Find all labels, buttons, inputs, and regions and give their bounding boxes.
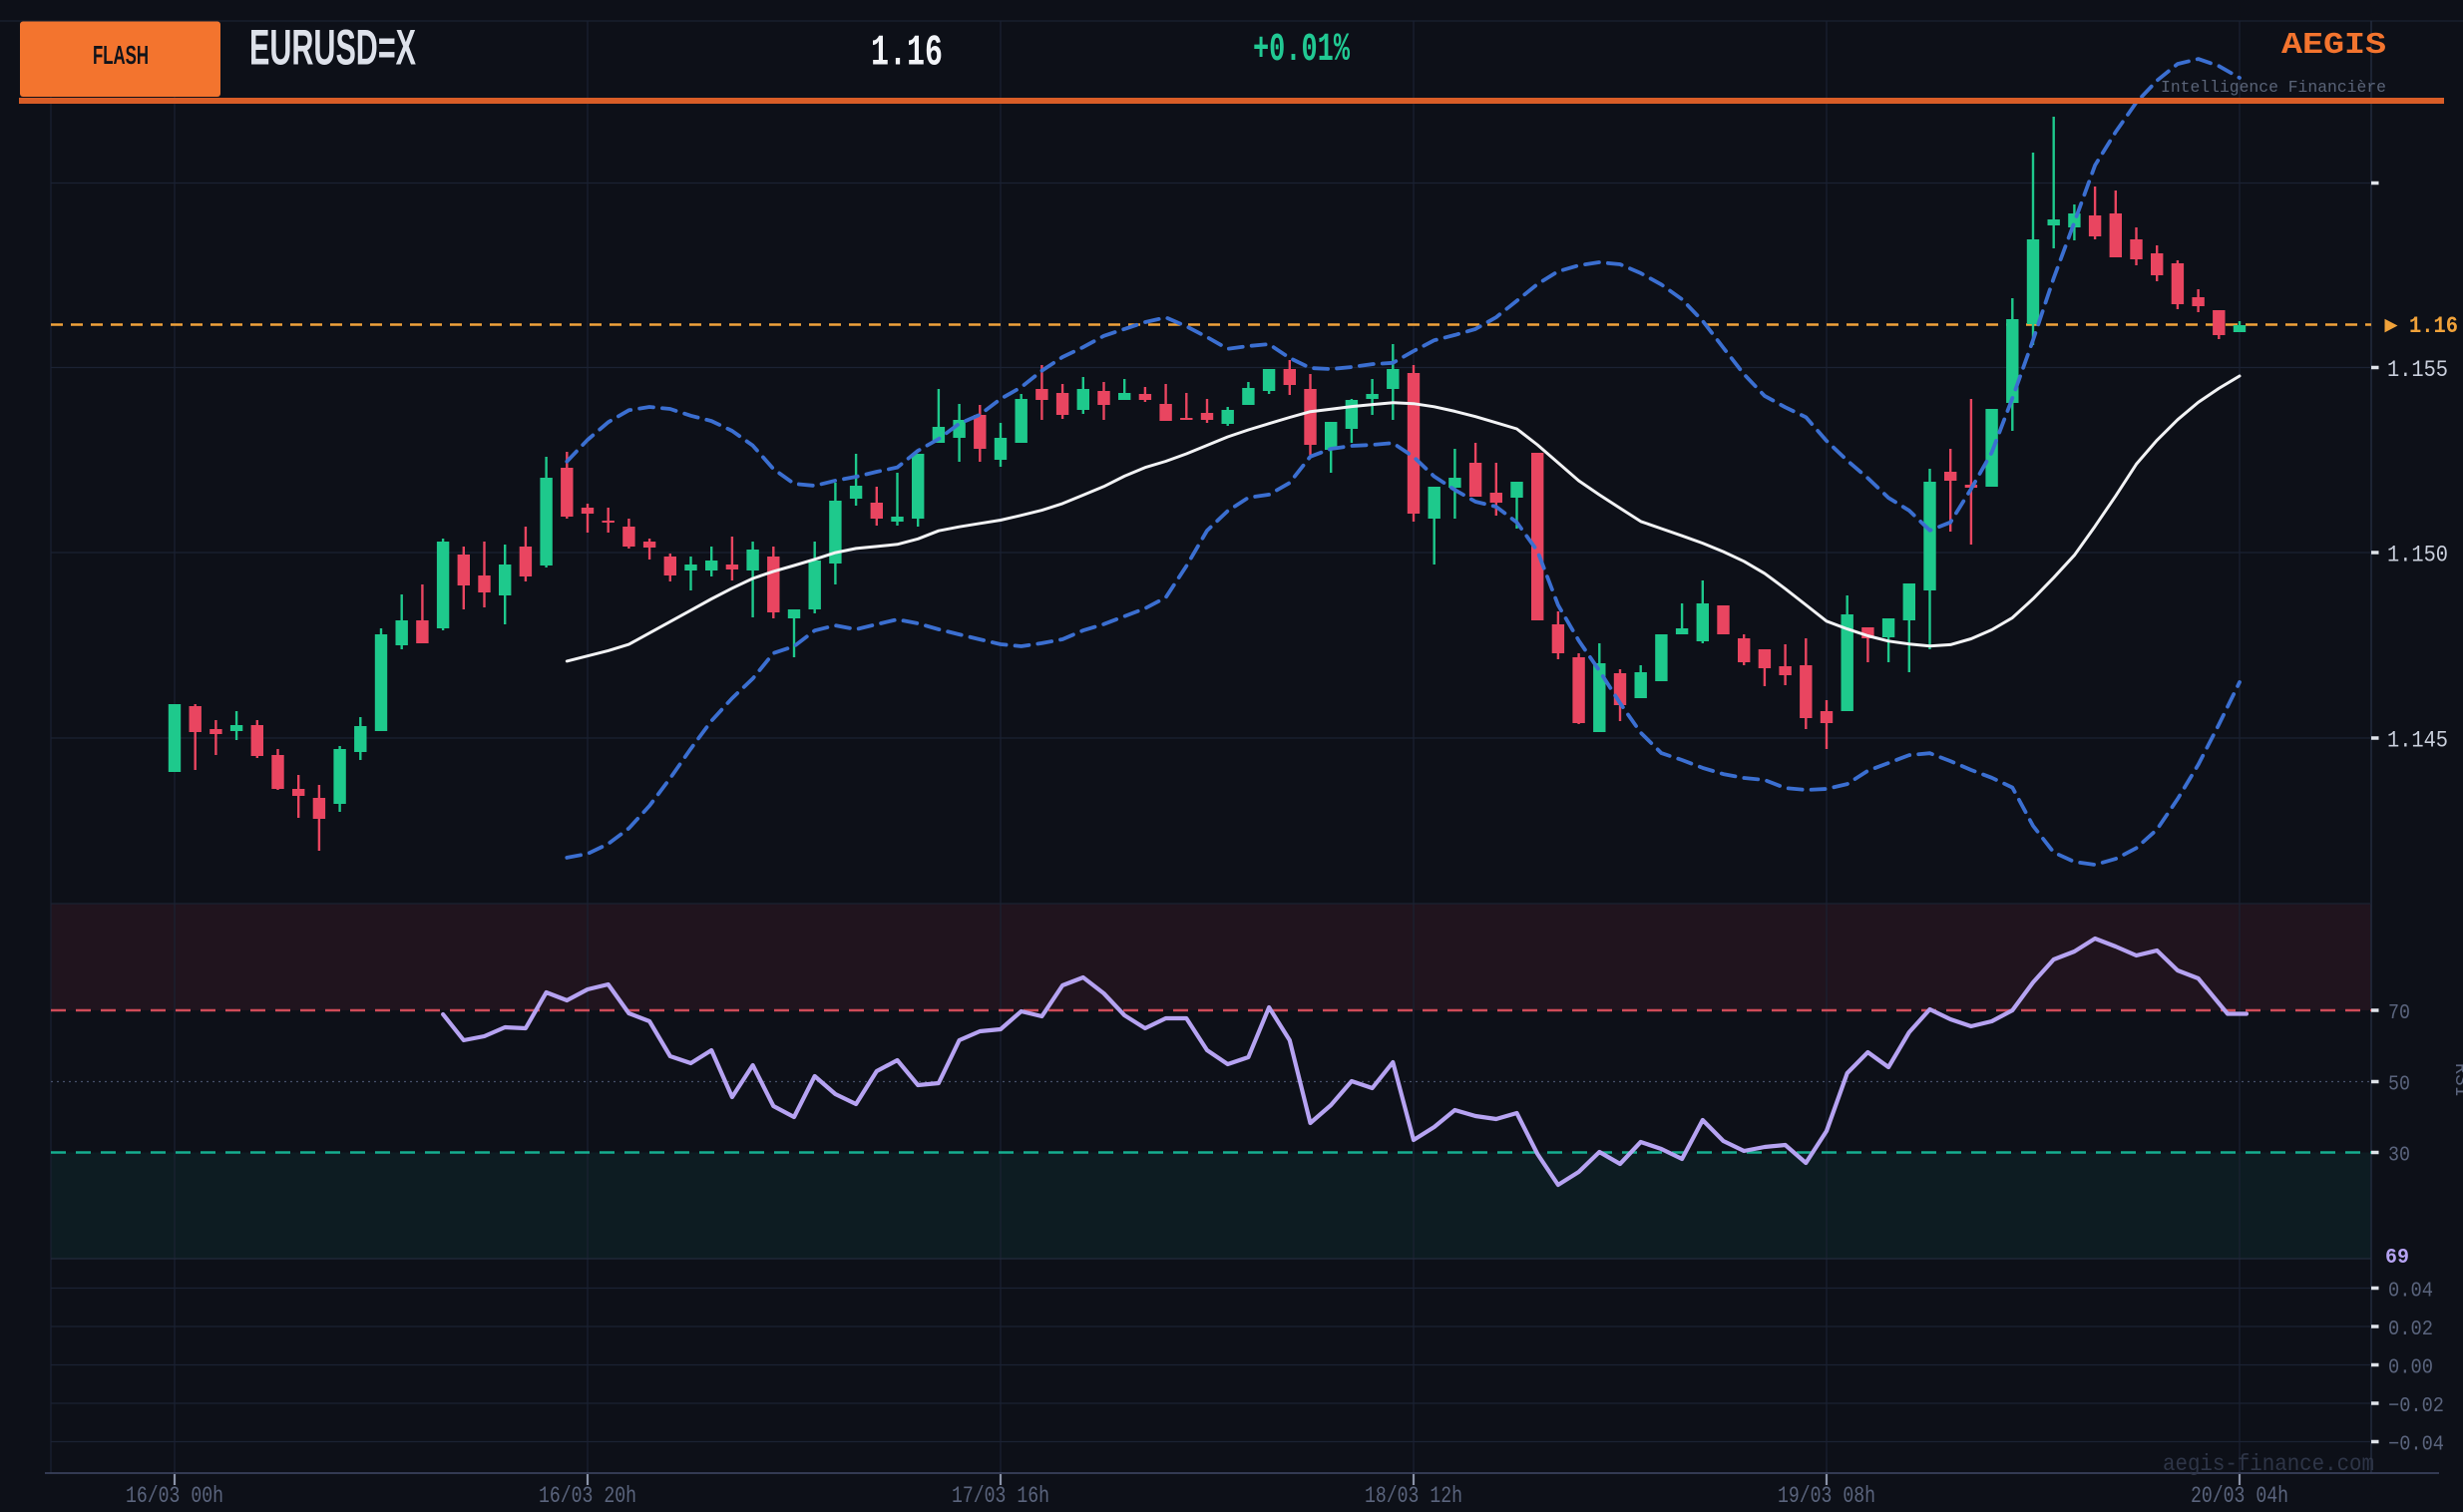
svg-text:18/03 12h: 18/03 12h: [1365, 1483, 1462, 1509]
svg-text:1.155: 1.155: [2387, 357, 2448, 384]
svg-text:AEGIS: AEGIS: [2281, 28, 2386, 63]
svg-text:0.02: 0.02: [2388, 1319, 2433, 1341]
svg-text:19/03 08h: 19/03 08h: [1778, 1483, 1875, 1509]
svg-text:69: 69: [2385, 1247, 2409, 1270]
svg-text:17/03 16h: 17/03 16h: [952, 1483, 1049, 1509]
svg-text:1.16: 1.16: [2409, 313, 2458, 339]
svg-text:16/03 20h: 16/03 20h: [539, 1483, 636, 1509]
svg-text:−0.04: −0.04: [2388, 1434, 2444, 1457]
svg-text:1.145: 1.145: [2387, 728, 2448, 755]
svg-text:20/03 04h: 20/03 04h: [2191, 1483, 2288, 1509]
svg-text:1.150: 1.150: [2387, 543, 2448, 569]
svg-text:FLASH: FLASH: [93, 40, 149, 70]
svg-text:1.16: 1.16: [871, 29, 943, 79]
svg-text:RSI: RSI: [2450, 1063, 2463, 1097]
svg-text:50: 50: [2388, 1074, 2410, 1097]
svg-text:16/03 00h: 16/03 00h: [126, 1483, 223, 1509]
svg-text:−0.02: −0.02: [2388, 1395, 2444, 1418]
svg-text:30: 30: [2388, 1145, 2410, 1168]
svg-text:0.04: 0.04: [2388, 1281, 2433, 1304]
svg-text:0.00: 0.00: [2388, 1357, 2433, 1380]
svg-text:Intelligence Financière: Intelligence Financière: [2161, 78, 2386, 97]
svg-text:aegis-finance.com: aegis-finance.com: [2163, 1451, 2374, 1477]
svg-text:+0.01%: +0.01%: [1253, 28, 1351, 73]
svg-text:EURUSD=X: EURUSD=X: [249, 20, 416, 76]
svg-text:70: 70: [2388, 1002, 2410, 1025]
